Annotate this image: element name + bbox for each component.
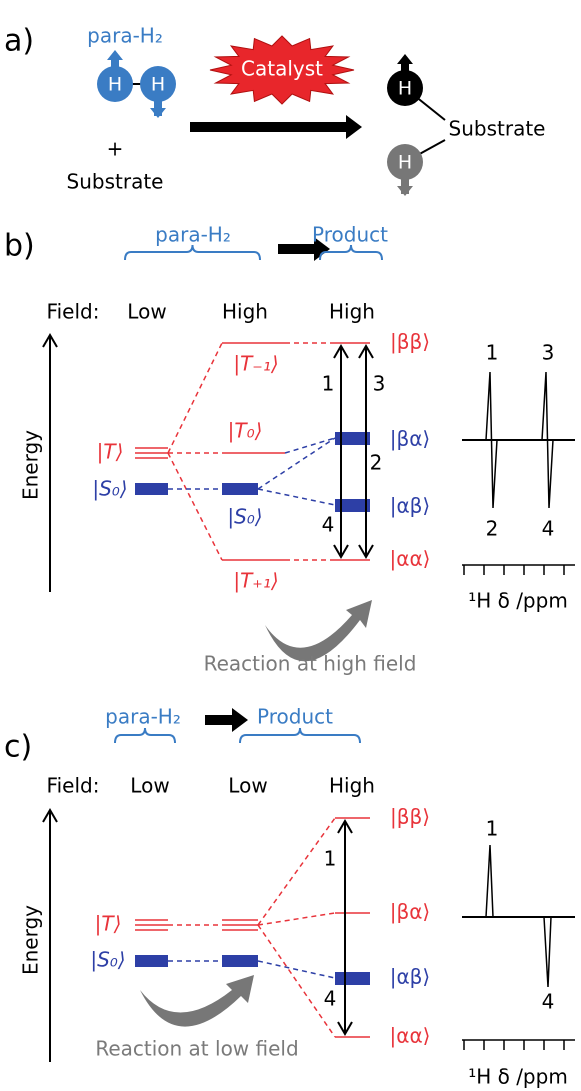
panel-label: a) [4, 24, 34, 59]
state-label: |αα⟩ [390, 1024, 431, 1048]
brace [115, 728, 175, 743]
transition-label: 1 [324, 847, 337, 871]
state-label: |S₀⟩ [92, 477, 127, 501]
panel-label: c) [4, 730, 32, 765]
state-label: |ββ⟩ [390, 805, 430, 829]
correlation [258, 925, 335, 1037]
field: High [329, 300, 375, 324]
spectrum-axis-label: ¹H δ /ppm [468, 589, 568, 613]
field: High [329, 774, 375, 798]
atom-label: H [398, 152, 412, 174]
state-label: |T₀⟩ [228, 419, 263, 443]
correlation [258, 818, 335, 925]
peak-label: 2 [486, 517, 499, 541]
correlation [258, 913, 335, 925]
energy-label: Energy [19, 905, 43, 975]
state-label: |T₊₁⟩ [233, 569, 278, 593]
transition-label: 3 [373, 372, 386, 396]
reaction-label: Reaction at low field [95, 1037, 298, 1061]
state-label: |S₀⟩ [90, 948, 125, 972]
level [135, 483, 168, 495]
state-label: |βα⟩ [390, 900, 431, 924]
catalyst-label: Catalyst [241, 57, 323, 81]
atom-label: H [108, 74, 122, 96]
atom-label: H [151, 74, 165, 96]
field: High [222, 300, 268, 324]
state-label: |T⟩ [95, 912, 122, 936]
field: Low [228, 774, 267, 798]
peak-label: 4 [542, 990, 555, 1014]
state-label: |βα⟩ [390, 427, 431, 451]
reaction-arrow [190, 115, 362, 139]
correlation [168, 453, 222, 560]
product-label: Product [312, 223, 388, 247]
correlation [258, 961, 335, 978]
panel-label: b) [4, 229, 35, 264]
level [222, 483, 258, 495]
level [222, 955, 258, 967]
state-label: |αβ⟩ [390, 494, 431, 518]
reaction-label: Reaction at high field [204, 652, 417, 676]
field-label: Field: [47, 300, 100, 324]
state-label: |ββ⟩ [390, 330, 430, 354]
transition-label: 4 [324, 987, 337, 1011]
reactant-label: para-H₂ [155, 223, 231, 247]
correlation [258, 489, 335, 505]
peak-label: 3 [542, 341, 555, 365]
figure: H H Catalyst H H a) para-H₂ + Substrate Subs… [0, 0, 581, 1091]
brace [320, 245, 382, 260]
transition-label: 2 [370, 451, 383, 475]
level [135, 955, 168, 967]
state-label: |S₀⟩ [227, 505, 262, 529]
reactant-label: para-H₂ [105, 705, 181, 729]
spectrum-axis-label: ¹H δ /ppm [468, 1065, 568, 1089]
state-label: |T₋₁⟩ [233, 352, 278, 376]
field-label: Field: [47, 774, 100, 798]
state-label: |αβ⟩ [390, 965, 431, 989]
spin-head [397, 54, 413, 64]
spin-head [397, 186, 413, 196]
plus: + [107, 137, 124, 161]
state-label: |T⟩ [97, 440, 124, 464]
brace [125, 245, 260, 260]
peak-label: 1 [486, 341, 499, 365]
reaction-arrow [205, 708, 248, 732]
product-label: Product [257, 705, 333, 729]
state-label: |αα⟩ [390, 547, 431, 571]
substrate: Substrate [67, 170, 164, 194]
correlation [258, 438, 335, 489]
reactant-label: para-H₂ [87, 24, 163, 48]
energy-label: Energy [19, 430, 43, 500]
field: Low [127, 300, 166, 324]
peak-label: 1 [486, 817, 499, 841]
field: Low [130, 774, 169, 798]
product-substrate: Substrate [449, 117, 546, 141]
correlation [168, 343, 222, 453]
transition-label: 4 [322, 513, 335, 537]
brace [240, 728, 360, 743]
atom-label: H [398, 78, 412, 100]
peak-label: 4 [542, 517, 555, 541]
level [335, 972, 370, 985]
peak [486, 845, 493, 917]
spin-head [107, 50, 123, 60]
transition-label: 1 [322, 372, 335, 396]
spin-head [150, 108, 166, 118]
peak [544, 917, 551, 987]
correlation [285, 438, 335, 453]
curved-arrow [140, 975, 254, 1027]
